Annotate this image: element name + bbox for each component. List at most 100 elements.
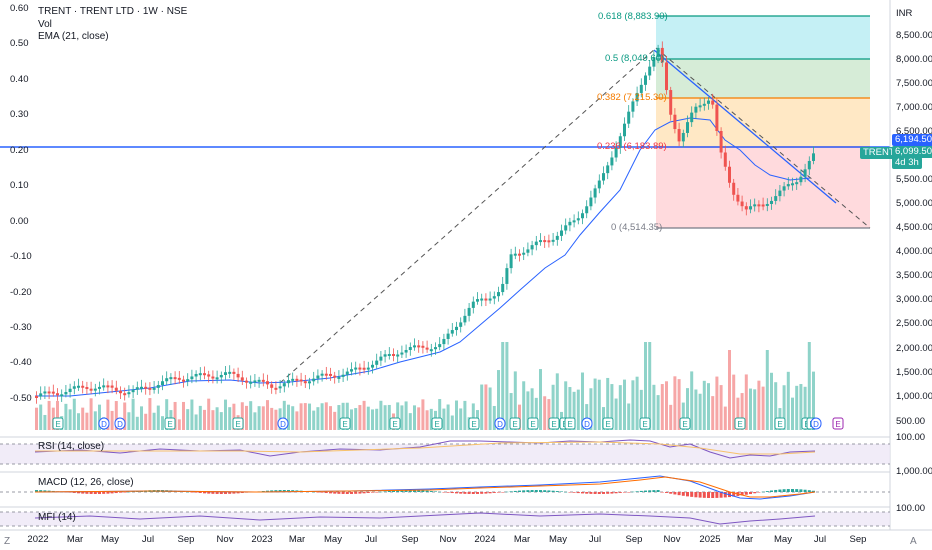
earnings-marker-icon[interactable]: E — [468, 417, 480, 430]
ema-legend[interactable]: EMA (21, close) — [38, 31, 109, 42]
trend-line-up-dashed[interactable] — [279, 47, 657, 384]
candle-body — [585, 206, 589, 214]
macd-histogram-bar — [106, 492, 110, 494]
last-price-tag[interactable]: 6,099.50 — [892, 146, 932, 158]
right-axis-tick: 4,500.00 — [896, 222, 932, 233]
macd-histogram-bar — [778, 489, 782, 492]
volume-bar — [719, 385, 723, 430]
svg-text:E: E — [567, 420, 572, 429]
dividend-marker-icon[interactable]: D — [98, 417, 110, 430]
earnings-marker-icon[interactable]: E — [431, 417, 443, 430]
candle-body — [581, 213, 584, 219]
earnings-marker-icon[interactable]: E — [679, 417, 691, 430]
volume-bar — [665, 381, 668, 430]
trend-line-down[interactable] — [653, 49, 837, 204]
candle-body — [278, 386, 282, 389]
volume-bar — [623, 379, 626, 430]
currency-label[interactable]: INR — [896, 8, 913, 19]
macd-histogram-bar — [47, 490, 51, 492]
timezone-button[interactable]: Z — [4, 536, 11, 547]
horizontal-line-price-tag[interactable]: 6,194.50 — [892, 134, 932, 146]
candle-body — [795, 182, 799, 185]
earnings-marker-icon[interactable]: E — [232, 417, 244, 430]
candle-body — [639, 84, 643, 93]
earnings-marker-icon[interactable]: E — [602, 417, 614, 430]
auto-scale-button[interactable]: A — [910, 536, 917, 547]
rsi-axis-tick: 100.00 — [896, 432, 926, 443]
rsi-legend[interactable]: RSI (14, close) — [38, 441, 105, 452]
candle-body — [749, 206, 752, 210]
macd-histogram-bar — [72, 492, 76, 493]
dividend-marker-icon[interactable]: D — [494, 417, 506, 430]
macd-histogram-bar — [715, 492, 719, 498]
volume-bar — [795, 385, 799, 430]
macd-histogram-bar — [749, 492, 752, 495]
candle-body — [623, 123, 626, 137]
symbol-title[interactable]: TRENT · TRENT LTD · 1W · NSE — [38, 6, 188, 17]
svg-text:E: E — [551, 420, 556, 429]
earnings-marker-icon[interactable]: E — [734, 417, 746, 430]
candle-body — [329, 373, 332, 376]
x-axis-tick: May — [101, 534, 119, 545]
earnings-marker-icon[interactable]: E — [509, 417, 521, 430]
mfi-legend[interactable]: MFI (14) — [38, 512, 76, 523]
x-axis-tick: 2023 — [251, 534, 273, 545]
earnings-marker-icon[interactable]: E — [548, 417, 560, 430]
candle-body — [417, 345, 421, 348]
candle-body — [404, 349, 408, 353]
macd-histogram-bar — [774, 489, 778, 492]
event-markers[interactable]: EDDEEDEEEEDEEEEEDEEEEEEEDE — [52, 417, 844, 430]
candle-body — [135, 387, 139, 390]
volume-bar — [165, 399, 169, 430]
svg-text:E: E — [530, 420, 535, 429]
candle-body — [161, 381, 164, 386]
volume-bar — [576, 389, 580, 430]
macd-histogram-bar — [690, 492, 694, 497]
volume-bar — [681, 402, 685, 430]
candle-body — [732, 182, 736, 195]
fib-label-0: 0 (4,514.35) — [611, 222, 663, 233]
dividend-marker-icon[interactable]: D — [277, 417, 289, 430]
earnings-marker-icon[interactable]: E — [389, 417, 401, 430]
macd-histogram-bar — [203, 492, 206, 494]
x-axis-tick: May — [549, 534, 567, 545]
volume-bar — [652, 384, 656, 430]
right-axis-tick: 5,500.00 — [896, 174, 932, 185]
macd-histogram-bar — [459, 492, 463, 494]
volume-bar — [81, 407, 85, 430]
earnings-marker-icon[interactable]: E — [339, 417, 351, 430]
dividend-marker-icon[interactable]: D — [114, 417, 126, 430]
earnings-marker-icon[interactable]: E — [527, 417, 539, 430]
volume-bar — [295, 411, 299, 430]
candle-body — [610, 157, 614, 166]
left-axis-tick: -0.40 — [10, 357, 32, 368]
volume-bar — [383, 405, 387, 430]
volume-legend[interactable]: Vol — [38, 19, 52, 30]
left-axis-tick: 0.00 — [10, 216, 29, 227]
earnings-marker-icon[interactable]: E — [564, 417, 576, 430]
macd-histogram-bar — [434, 491, 437, 492]
macd-histogram-bar — [429, 491, 433, 492]
price-candles — [35, 41, 815, 404]
candle-body — [375, 360, 379, 365]
earnings-marker-icon[interactable]: E — [52, 417, 64, 430]
volume-bar — [564, 381, 568, 430]
earnings-marker-icon[interactable]: E — [164, 417, 176, 430]
dividend-marker-icon[interactable]: D — [581, 417, 593, 430]
macd-histogram-bar — [35, 490, 38, 492]
dividend-marker-icon[interactable]: D — [810, 417, 822, 430]
macd-histogram-bar — [219, 492, 223, 494]
volume-bar — [707, 383, 710, 430]
earnings-marker-icon[interactable]: E — [774, 417, 786, 430]
svg-text:E: E — [55, 420, 60, 429]
earnings-marker-icon[interactable]: E — [639, 417, 651, 430]
macd-histogram-bar — [484, 492, 488, 494]
macd-legend[interactable]: MACD (12, 26, close) — [38, 477, 134, 488]
candle-body — [312, 378, 316, 382]
upcoming-earnings-marker-icon[interactable] — [832, 417, 844, 430]
macd-histogram-bar — [702, 492, 706, 498]
macd-histogram-bar — [278, 490, 282, 492]
trend-line-down-dashed[interactable] — [655, 47, 871, 229]
candle-body — [98, 386, 101, 389]
